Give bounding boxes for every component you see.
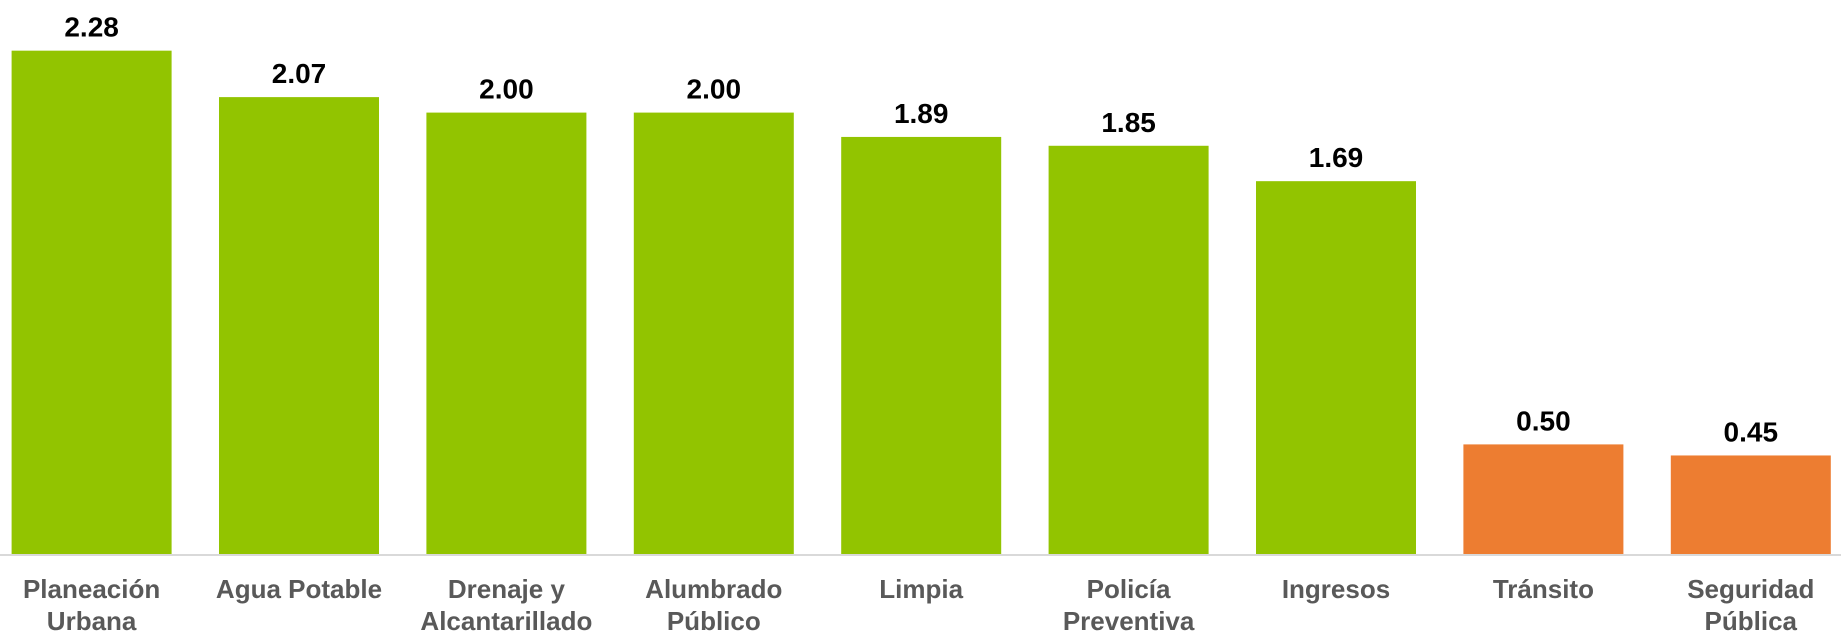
- bar: [841, 136, 1002, 555]
- x-tick-label: Seguridad Pública: [1687, 574, 1814, 636]
- bar: [1463, 444, 1624, 555]
- x-tick-label-line: Preventiva: [1063, 606, 1195, 636]
- x-tick-label-line: Alcantarillado: [420, 606, 592, 636]
- value-label: 1.69: [1309, 142, 1364, 173]
- bar: [1670, 455, 1831, 555]
- bar: [1256, 181, 1416, 555]
- bar: [633, 112, 794, 555]
- x-tick-label: Alumbrado Público: [645, 574, 782, 636]
- x-tick-label-line: Limpia: [879, 574, 963, 604]
- bar: [11, 50, 172, 555]
- x-tick-label-line: Policía: [1087, 574, 1171, 604]
- x-tick-label: Ingresos: [1282, 574, 1390, 604]
- x-tick-label-line: Alumbrado: [645, 574, 782, 604]
- x-tick-label: Drenaje y Alcantarillado: [420, 574, 592, 636]
- x-tick-label-line: Drenaje y: [448, 574, 566, 604]
- x-tick-label: Tránsito: [1493, 574, 1594, 604]
- x-tick-label-line: Tránsito: [1493, 574, 1594, 604]
- bar: [1048, 145, 1209, 555]
- x-tick-label-line: Planeación: [23, 574, 160, 604]
- value-label: 2.28: [64, 12, 119, 43]
- x-tick-label-line: Urbana: [47, 606, 137, 636]
- x-tick-label-line: Pública: [1705, 606, 1798, 636]
- value-label: 1.85: [1101, 107, 1156, 138]
- x-tick-label: Agua Potable: [216, 574, 382, 604]
- x-tick-label-line: Agua Potable: [216, 574, 382, 604]
- x-tick-label: Limpia: [879, 574, 963, 604]
- x-tick-label-line: Ingresos: [1282, 574, 1390, 604]
- bar: [426, 112, 587, 555]
- bar: [219, 97, 379, 555]
- value-label: 2.00: [687, 74, 742, 105]
- value-label: 0.45: [1724, 416, 1779, 447]
- x-tick-label: Policía Preventiva: [1063, 574, 1195, 636]
- value-label: 1.89: [894, 98, 949, 129]
- x-tick-label: Planeación Urbana: [23, 574, 160, 636]
- x-tick-label-line: Público: [667, 606, 761, 636]
- value-label: 2.07: [272, 58, 327, 89]
- value-label: 2.00: [479, 74, 534, 105]
- x-tick-label-line: Seguridad: [1687, 574, 1814, 604]
- value-label: 0.50: [1516, 405, 1571, 436]
